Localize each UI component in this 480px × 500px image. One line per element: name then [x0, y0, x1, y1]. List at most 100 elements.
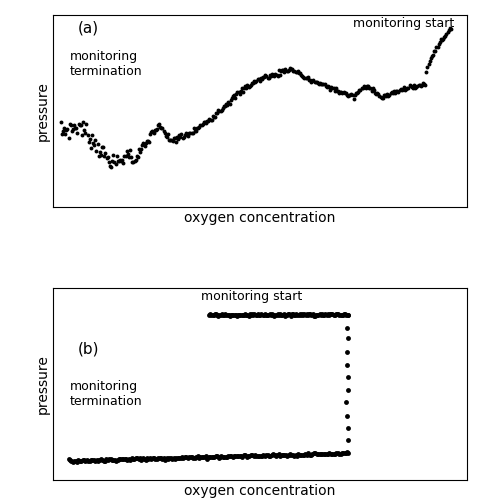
- Point: [431, 46, 438, 54]
- Point: [215, 107, 223, 115]
- Point: [329, 450, 336, 458]
- Point: [421, 68, 429, 76]
- Point: [279, 310, 287, 318]
- Point: [235, 452, 243, 460]
- Point: [365, 84, 372, 92]
- Point: [196, 121, 204, 129]
- Point: [125, 456, 132, 464]
- Point: [174, 454, 181, 462]
- Text: (b): (b): [78, 342, 99, 356]
- Point: [261, 71, 269, 79]
- Point: [286, 450, 293, 458]
- Point: [157, 124, 165, 132]
- Point: [344, 311, 351, 319]
- Point: [213, 311, 220, 319]
- Point: [356, 86, 363, 94]
- Point: [372, 90, 379, 98]
- Point: [344, 92, 351, 100]
- Point: [116, 456, 124, 464]
- Point: [162, 132, 169, 140]
- Point: [144, 136, 152, 144]
- Point: [416, 82, 424, 90]
- Point: [283, 452, 290, 460]
- Point: [288, 310, 296, 318]
- Point: [341, 88, 349, 96]
- Point: [256, 74, 264, 82]
- Point: [324, 84, 332, 92]
- Point: [249, 310, 257, 318]
- Point: [78, 130, 85, 138]
- Point: [330, 450, 338, 458]
- Point: [331, 310, 339, 318]
- Point: [302, 74, 310, 82]
- Point: [259, 452, 267, 460]
- Point: [243, 312, 251, 320]
- Point: [205, 114, 213, 122]
- Point: [400, 86, 408, 94]
- Point: [63, 126, 71, 134]
- Point: [175, 131, 183, 139]
- Point: [66, 120, 73, 128]
- Point: [276, 310, 283, 318]
- Point: [101, 150, 109, 158]
- Point: [282, 68, 290, 76]
- Point: [167, 136, 175, 144]
- Point: [297, 451, 304, 459]
- Point: [165, 454, 173, 462]
- Point: [367, 86, 374, 94]
- Point: [213, 452, 220, 460]
- Point: [146, 130, 154, 138]
- Point: [304, 449, 312, 457]
- Point: [111, 456, 119, 464]
- Point: [265, 310, 273, 318]
- Point: [312, 312, 319, 320]
- Point: [239, 311, 246, 319]
- Point: [299, 311, 307, 319]
- Point: [69, 124, 77, 132]
- Point: [207, 311, 215, 319]
- Point: [268, 70, 276, 78]
- Point: [216, 107, 224, 115]
- Point: [160, 454, 168, 462]
- Point: [126, 456, 134, 464]
- Point: [117, 156, 125, 164]
- Point: [372, 90, 380, 98]
- Point: [174, 135, 181, 143]
- Point: [132, 156, 139, 164]
- Point: [260, 73, 267, 81]
- Point: [264, 74, 272, 82]
- Point: [264, 452, 272, 460]
- Point: [76, 456, 84, 464]
- Point: [99, 143, 107, 151]
- Point: [168, 137, 176, 145]
- Point: [225, 310, 232, 318]
- Point: [206, 310, 214, 318]
- Point: [238, 84, 245, 92]
- Point: [188, 453, 195, 461]
- Point: [235, 90, 243, 98]
- Point: [189, 129, 196, 137]
- Point: [276, 67, 284, 75]
- Point: [70, 121, 78, 129]
- Point: [93, 148, 100, 156]
- Point: [279, 66, 287, 74]
- Point: [312, 78, 320, 86]
- Point: [154, 120, 161, 128]
- Point: [269, 71, 276, 79]
- Point: [253, 310, 261, 318]
- Text: monitoring start: monitoring start: [201, 290, 301, 303]
- Point: [153, 124, 160, 132]
- Point: [300, 451, 307, 459]
- Point: [348, 92, 356, 100]
- Point: [120, 152, 128, 160]
- Point: [224, 98, 232, 106]
- Point: [263, 312, 271, 320]
- Point: [80, 126, 88, 134]
- Point: [240, 84, 247, 92]
- Text: (a): (a): [78, 21, 99, 36]
- Point: [200, 453, 208, 461]
- Point: [79, 118, 87, 126]
- Point: [285, 310, 293, 318]
- Point: [269, 450, 276, 458]
- Point: [278, 451, 286, 459]
